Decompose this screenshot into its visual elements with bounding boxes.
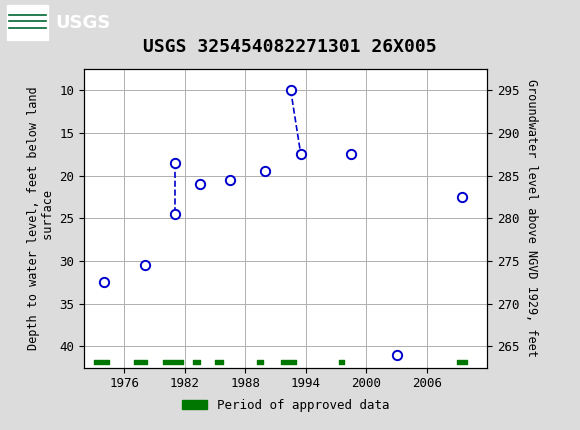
Point — [261, 168, 270, 175]
Point — [392, 351, 401, 358]
Y-axis label: Groundwater level above NGVD 1929, feet: Groundwater level above NGVD 1929, feet — [525, 79, 538, 357]
Text: USGS: USGS — [55, 14, 110, 31]
Point — [346, 151, 356, 158]
Point — [140, 262, 149, 269]
Point — [226, 176, 235, 183]
Legend: Period of approved data: Period of approved data — [177, 394, 394, 417]
Y-axis label: Depth to water level, feet below land
 surface: Depth to water level, feet below land su… — [27, 86, 55, 350]
Point — [195, 181, 205, 187]
Bar — [7, 6, 48, 40]
Point — [458, 194, 467, 200]
Text: USGS 325454082271301 26X005: USGS 325454082271301 26X005 — [143, 38, 437, 56]
Point — [170, 159, 179, 166]
Point — [170, 211, 179, 218]
Point — [100, 279, 109, 286]
Point — [286, 87, 295, 94]
Point — [296, 151, 306, 158]
